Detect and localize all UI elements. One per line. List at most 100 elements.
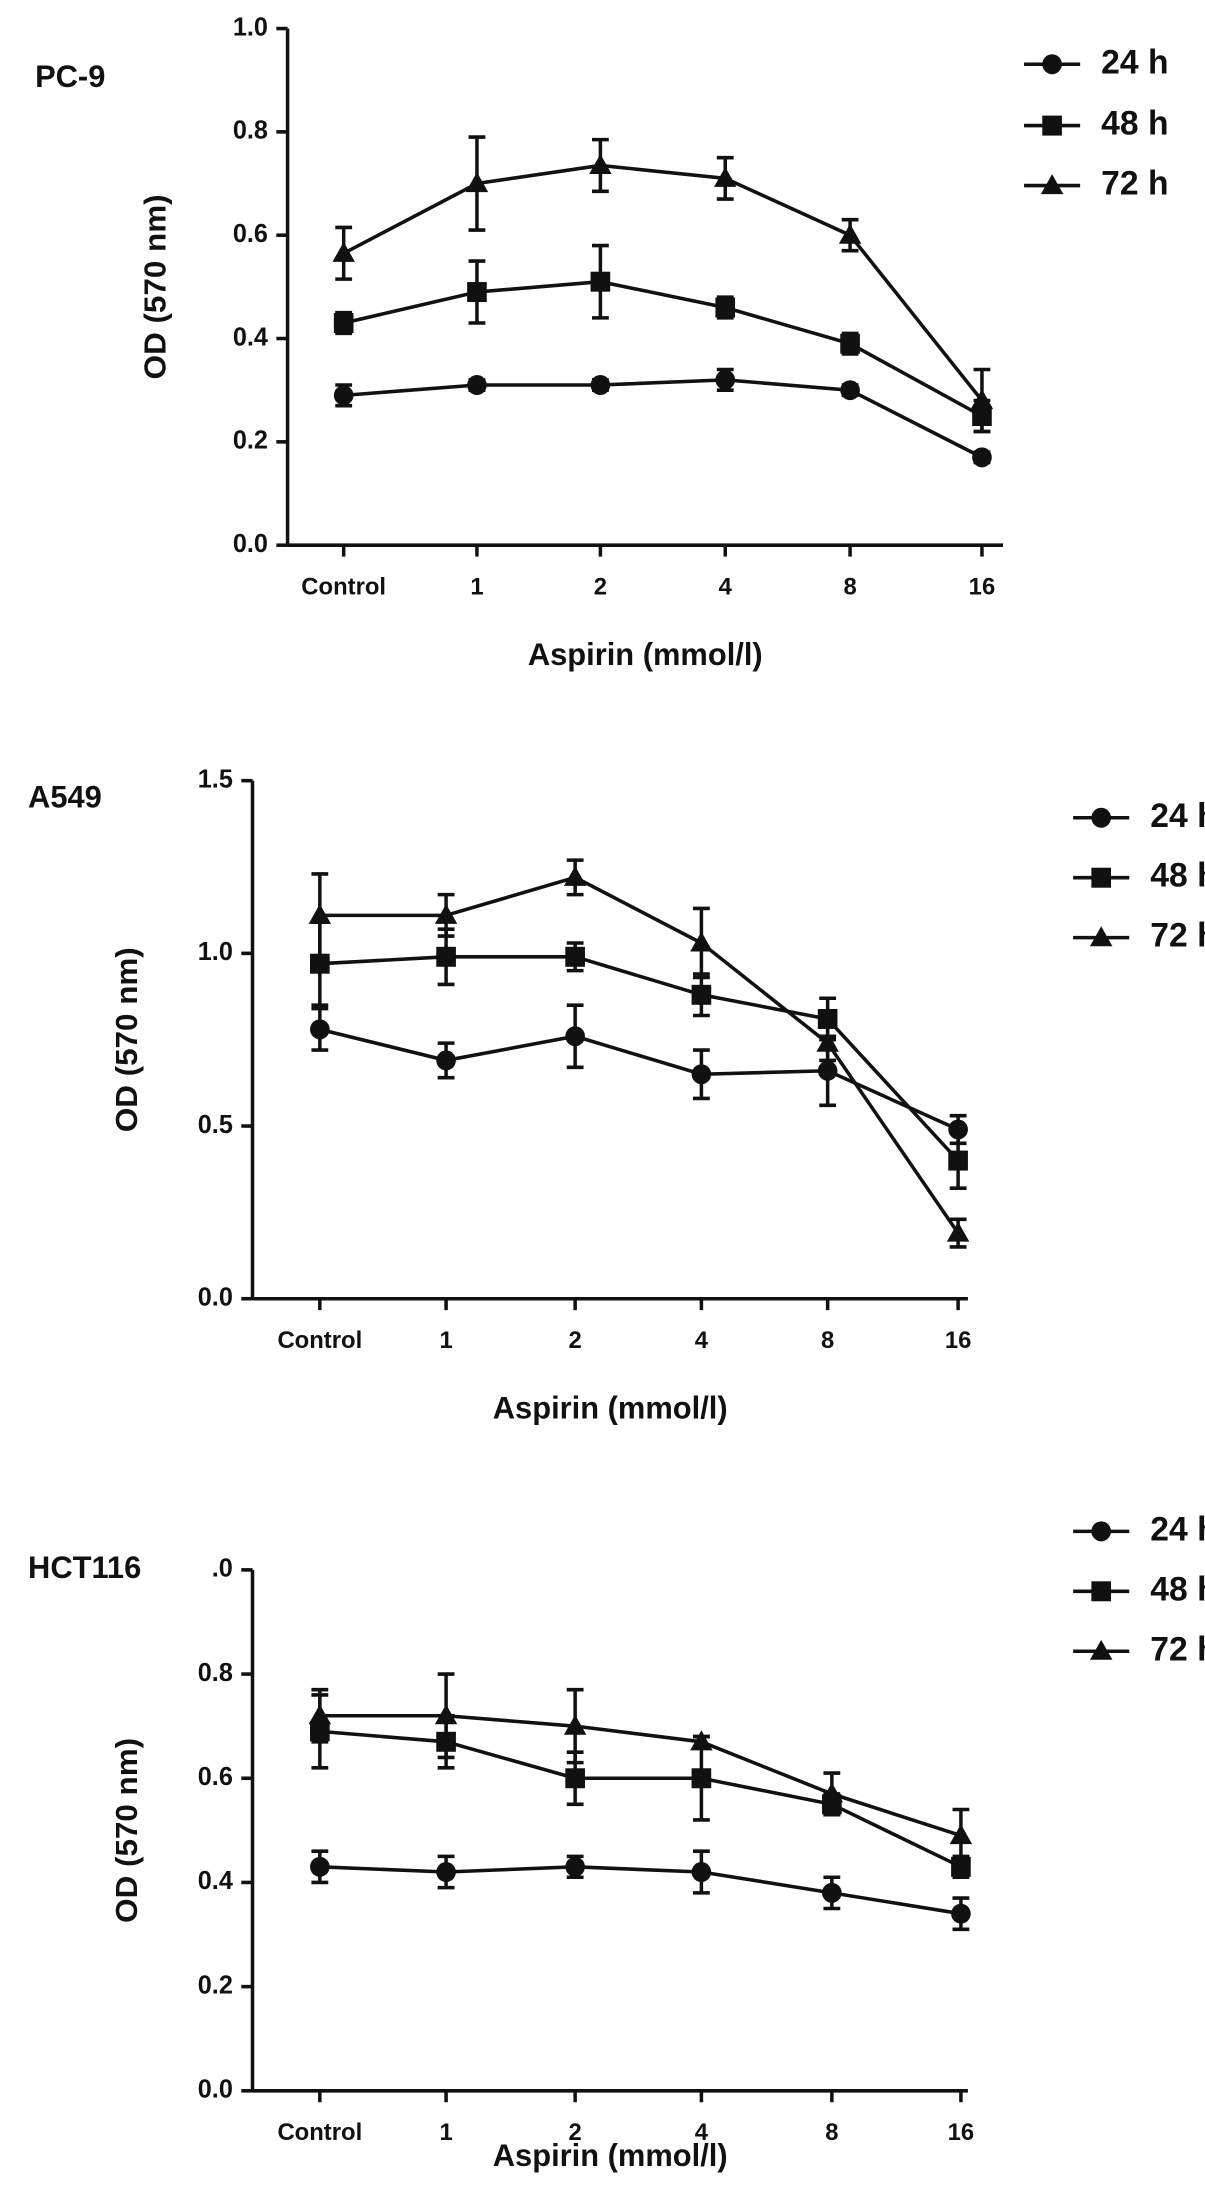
y-tick-label: 1.5 [198, 765, 233, 793]
x-tick-label: 2 [569, 2119, 582, 2146]
legend-label: 24 h [1150, 797, 1205, 835]
marker-triangle [308, 1704, 332, 1725]
marker-circle [436, 1050, 456, 1071]
marker-circle [840, 380, 860, 401]
x-tick-label: 8 [843, 573, 856, 600]
marker-circle [310, 1019, 330, 1040]
marker-circle [691, 1862, 712, 1883]
y-tick-label: 0.4 [233, 323, 269, 351]
marker-circle [691, 1064, 712, 1085]
x-tick-label: 4 [695, 1327, 709, 1354]
marker-circle [565, 1026, 585, 1047]
marker-circle [310, 1856, 330, 1877]
marker-circle [715, 369, 736, 390]
y-tick-label: 0.0 [198, 1283, 233, 1311]
marker-circle [590, 375, 611, 396]
marker-triangle [820, 1782, 844, 1803]
y-tick-label: 0.8 [198, 1659, 233, 1687]
y-tick-label: 0.6 [233, 220, 268, 248]
marker-circle [467, 375, 487, 396]
legend-label: 72 h [1150, 1630, 1205, 1668]
y-axis-title: OD (570 nm) [109, 947, 144, 1132]
marker-square [333, 313, 354, 334]
x-tick-label: 16 [969, 573, 996, 600]
panel-title: PC-9 [35, 59, 105, 94]
legend-label: 48 h [1101, 104, 1168, 142]
y-tick-label: 0.6 [198, 1763, 233, 1791]
legend-marker [1091, 867, 1112, 888]
marker-square [817, 1008, 838, 1029]
x-tick-label: 1 [470, 573, 483, 600]
series-line [343, 378, 983, 459]
y-tick-label: 0.5 [198, 1111, 233, 1139]
marker-triangle [434, 903, 458, 924]
series-line [343, 279, 983, 418]
x-tick-label: Control [277, 1327, 362, 1354]
legend-label: 24 h [1101, 43, 1168, 81]
x-axis-title: Aspirin (mmol/l) [493, 2138, 728, 2173]
y-tick-label: 1.0 [198, 938, 233, 966]
marker-square [310, 953, 330, 974]
x-tick-label: 8 [825, 2119, 838, 2146]
y-axis-title: OD (570 nm) [109, 1738, 144, 1923]
marker-square [691, 984, 712, 1005]
y-tick-label: 0.8 [233, 116, 268, 144]
legend-label: 48 h [1150, 1570, 1205, 1608]
x-tick-label: Control [301, 573, 386, 600]
y-tick-label: .0 [212, 1554, 233, 1582]
x-axis-title: Aspirin (mmol/l) [528, 637, 763, 672]
x-tick-label: 1 [439, 1327, 452, 1354]
panel-title: HCT116 [28, 1550, 141, 1585]
marker-triangle [690, 931, 713, 952]
x-tick-label: 16 [945, 1327, 972, 1354]
x-tick-label: 1 [439, 2119, 452, 2146]
x-tick-label: 8 [821, 1327, 834, 1354]
x-tick-label: 2 [594, 573, 607, 600]
marker-square [467, 282, 487, 303]
legend-label: 24 h [1150, 1510, 1205, 1548]
legend-marker [1042, 54, 1062, 75]
marker-square [590, 271, 611, 292]
marker-triangle [563, 865, 587, 886]
series-line [342, 163, 984, 402]
marker-triangle [563, 1714, 587, 1735]
x-tick-label: 4 [719, 573, 733, 600]
legend-label: 48 h [1150, 856, 1205, 894]
legend-label: 72 h [1101, 164, 1168, 202]
legend-marker [1091, 1581, 1112, 1602]
panel-title: A549 [28, 779, 102, 814]
x-tick-label: 2 [569, 1327, 582, 1354]
legend-marker [1091, 1521, 1112, 1542]
y-tick-label: 1.0 [233, 13, 268, 41]
x-tick-label: 16 [948, 2119, 975, 2146]
marker-square [565, 1768, 585, 1789]
legend-marker [1089, 926, 1113, 947]
y-tick-label: 0.2 [233, 426, 268, 454]
legend-marker [1089, 1639, 1113, 1660]
marker-triangle [308, 903, 332, 924]
x-tick-label: Control [277, 2119, 362, 2146]
series-line [319, 1027, 959, 1132]
series-line [319, 1729, 962, 1869]
marker-square [840, 333, 860, 354]
legend-marker [1040, 174, 1064, 195]
x-axis-title: Aspirin (mmol/l) [493, 1390, 728, 1425]
marker-circle [333, 385, 354, 406]
series-line [319, 1865, 962, 1916]
marker-square [715, 297, 736, 318]
marker-triangle [332, 241, 355, 262]
y-tick-label: 0.2 [198, 1971, 233, 1999]
marker-circle [972, 447, 992, 468]
marker-triangle [714, 166, 737, 187]
y-tick-label: 0.0 [233, 530, 268, 558]
marker-triangle [465, 172, 489, 193]
series-line [319, 955, 960, 1162]
series-line [319, 875, 960, 1235]
y-tick-label: 0.0 [198, 2075, 233, 2103]
marker-triangle [690, 1730, 713, 1751]
marker-triangle [589, 154, 612, 175]
marker-square [565, 946, 585, 967]
marker-circle [817, 1060, 838, 1081]
marker-square [948, 1150, 968, 1171]
y-axis-title: OD (570 nm) [138, 194, 173, 379]
